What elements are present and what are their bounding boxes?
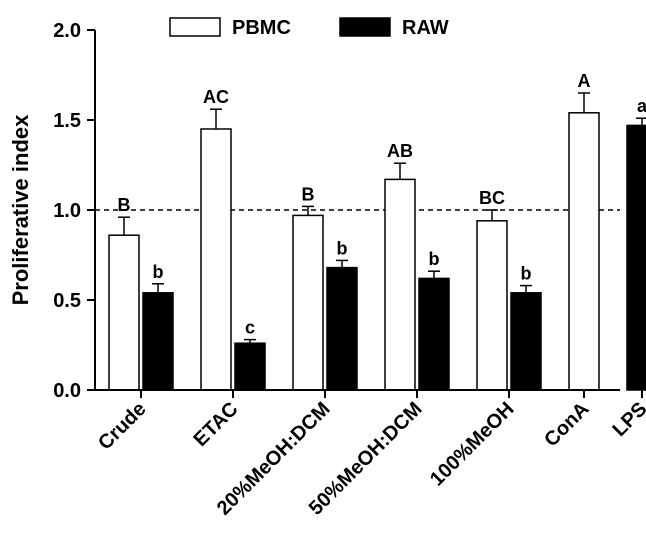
y-tick-label: 1.5 — [53, 110, 81, 132]
bar — [327, 268, 357, 390]
bar — [201, 129, 231, 390]
bar — [293, 215, 323, 390]
bar — [477, 221, 507, 390]
significance-label: BC — [479, 188, 505, 208]
significance-label: b — [521, 264, 532, 284]
y-tick-label: 1.0 — [53, 200, 81, 222]
significance-label: B — [302, 184, 315, 204]
bar — [419, 278, 449, 390]
bar — [627, 125, 646, 390]
significance-label: a — [637, 96, 646, 116]
significance-label: A — [578, 71, 591, 91]
bar-chart: Bb AC c Bb AB b BC b Aa 0.0 0.5 1.0 1.5 2.0 Proliferat… — [0, 0, 646, 541]
legend-swatch — [340, 18, 390, 36]
bar — [511, 293, 541, 390]
legend-label: PBMC — [232, 17, 291, 39]
significance-label: b — [153, 262, 164, 282]
bar — [143, 293, 173, 390]
chart-container: Bb AC c Bb AB b BC b Aa 0.0 0.5 1.0 1.5 2.0 Proliferat… — [0, 0, 646, 541]
bar — [109, 235, 139, 390]
y-tick-label: 2.0 — [53, 20, 81, 42]
significance-label: b — [337, 238, 348, 258]
legend-label: RAW — [402, 17, 449, 39]
y-tick-label: 0.5 — [53, 290, 81, 312]
y-axis-label: Proliferative index — [8, 114, 33, 306]
bar — [235, 343, 265, 390]
significance-label: B — [118, 195, 131, 215]
significance-label: AC — [203, 87, 229, 107]
y-tick-label: 0.0 — [53, 380, 81, 402]
significance-label: b — [429, 249, 440, 269]
bar — [385, 179, 415, 390]
significance-label: c — [245, 318, 255, 338]
significance-label: AB — [387, 141, 413, 161]
bar — [569, 113, 599, 390]
legend-swatch — [170, 18, 220, 36]
